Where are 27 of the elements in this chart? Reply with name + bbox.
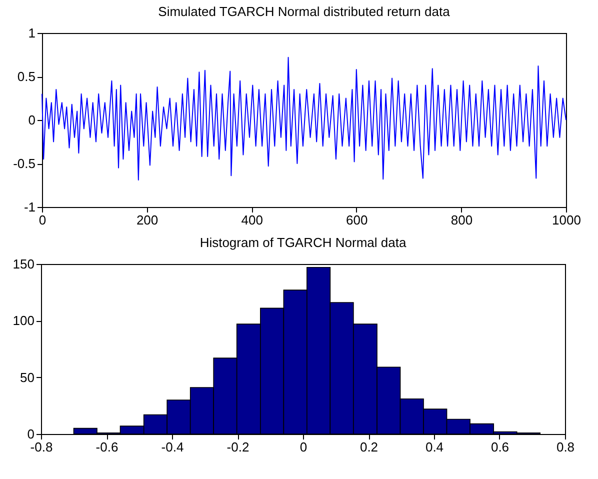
y-tick-label: 100 [12,313,34,328]
x-tick-label: -0.2 [226,440,250,454]
y-tick-label: -0.5 [13,156,36,171]
x-tick-label: 0 [300,440,308,454]
x-tick-label: -0.6 [96,440,118,454]
y-tick-label: 0.5 [17,69,36,84]
x-tick-label: 0.2 [360,440,378,454]
y-tick-label: 1 [28,26,36,40]
x-tick-label: 400 [241,212,263,228]
x-tick-label: 1000 [552,212,581,228]
y-tick-label: 0 [28,112,36,128]
line-series [42,56,566,181]
x-tick-label: -0.8 [30,440,53,454]
y-tick-label: -1 [24,200,36,214]
y-tick-label: 150 [12,256,34,272]
chart-title: Histogram of TGARCH Normal data [200,235,407,250]
y-tick-label: 0 [27,426,34,442]
chart-title: Simulated TGARCH Normal distributed return data [158,4,451,19]
x-tick-label: 0.8 [556,440,575,454]
y-tick-label: 50 [20,370,34,385]
x-tick-label: 0.4 [425,440,444,454]
x-tick-label: 800 [450,212,473,228]
x-tick-label: 0 [38,212,46,228]
x-tick-label: 0.6 [490,440,510,454]
x-tick-label: -0.4 [161,440,184,454]
x-tick-label: 600 [346,212,368,228]
x-tick-label: 200 [136,212,158,228]
